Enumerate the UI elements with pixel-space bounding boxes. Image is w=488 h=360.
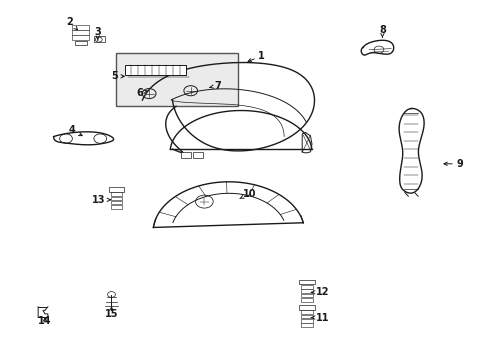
Bar [72, 25, 89, 30]
Bar [124, 65, 185, 75]
Bar [116, 53, 237, 106]
Bar [301, 289, 312, 293]
Bar [301, 315, 312, 318]
Bar [75, 41, 86, 45]
Bar [301, 294, 312, 297]
Bar [110, 197, 122, 200]
Bar [301, 319, 312, 323]
Bar [72, 35, 89, 40]
Bar [193, 152, 203, 158]
Bar [301, 298, 312, 302]
Text: 1: 1 [247, 51, 264, 62]
Text: 14: 14 [38, 316, 52, 326]
Text: 2: 2 [66, 17, 77, 30]
Text: 13: 13 [92, 195, 110, 205]
Text: 6: 6 [136, 88, 147, 98]
Bar [108, 187, 124, 192]
Text: 5: 5 [111, 71, 124, 81]
Text: 3: 3 [94, 27, 101, 40]
Bar [299, 305, 314, 310]
Text: 15: 15 [104, 306, 118, 319]
Bar [110, 205, 122, 209]
Bar [301, 285, 312, 289]
Bar [94, 36, 104, 42]
Bar [301, 310, 312, 314]
Bar [110, 201, 122, 204]
Text: 8: 8 [378, 24, 385, 37]
Text: 12: 12 [311, 287, 329, 297]
Bar [299, 280, 314, 284]
Text: 11: 11 [311, 312, 329, 323]
Text: 4: 4 [69, 125, 82, 136]
Bar [110, 192, 122, 196]
Bar [181, 152, 190, 158]
Text: 7: 7 [209, 81, 221, 91]
Bar [301, 323, 312, 327]
Text: 10: 10 [239, 189, 256, 199]
Bar [72, 30, 89, 35]
Text: 9: 9 [443, 159, 462, 169]
